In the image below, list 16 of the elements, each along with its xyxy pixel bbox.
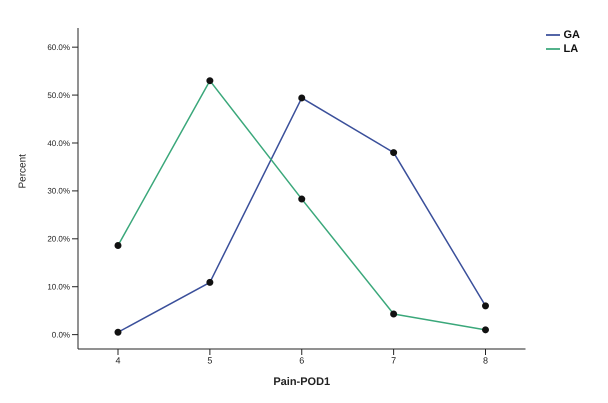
x-tick-label: 7 [391, 355, 396, 366]
y-tick-label: 20.0% [47, 234, 70, 244]
x-tick-label: 4 [115, 355, 121, 366]
y-tick-label: 10.0% [47, 282, 70, 292]
y-tick-label: 40.0% [47, 138, 70, 148]
y-tick-label: 60.0% [47, 43, 70, 52]
y-tick-label: 50.0% [47, 90, 70, 100]
x-axis-title: Pain-POD1 [273, 376, 330, 388]
x-tick-label: 6 [299, 355, 304, 366]
legend-label: GA [564, 28, 580, 41]
y-tick-label: 0.0% [52, 330, 70, 340]
y-axis-title: Percent [18, 154, 29, 188]
x-tick-label: 8 [482, 355, 488, 366]
legend-label: LA [564, 42, 578, 55]
y-tick-label: 30.0% [47, 186, 70, 196]
x-tick-label: 5 [207, 355, 212, 366]
